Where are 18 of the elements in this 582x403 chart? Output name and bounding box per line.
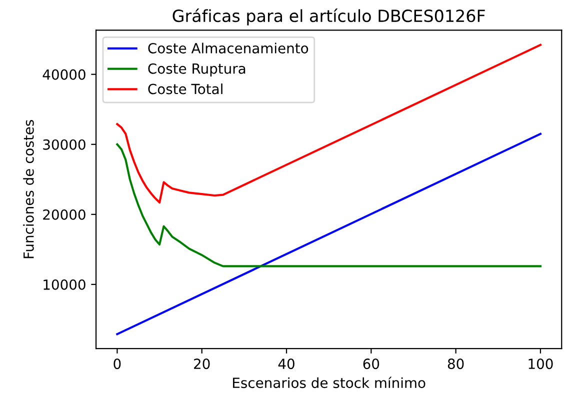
x-tick-label: 20 [194,358,210,370]
x-axis-title: Escenarios de stock mínimo [233,376,426,388]
x-tick-label: 0 [114,358,121,370]
legend-label: Coste Almacenamiento [148,42,308,54]
line-series [116,44,542,204]
y-tick-label: 40000 [42,69,86,80]
x-tick-label: 60 [363,358,380,370]
x-tick-label: 100 [528,358,553,370]
chart-title: Gráficas para el artículo DBCES0126F [172,8,485,26]
legend-label: Coste Total [148,84,222,94]
legend-label: Coste Ruptura [148,63,246,77]
x-tick-label: 80 [448,358,464,370]
y-axis-title: Funciones de costes [23,120,34,258]
y-tick-label: 20000 [43,209,86,220]
x-tick-label: 40 [278,358,294,370]
y-tick-label: 30000 [43,139,86,150]
line-series [116,143,542,268]
y-tick-label: 10000 [44,279,86,290]
